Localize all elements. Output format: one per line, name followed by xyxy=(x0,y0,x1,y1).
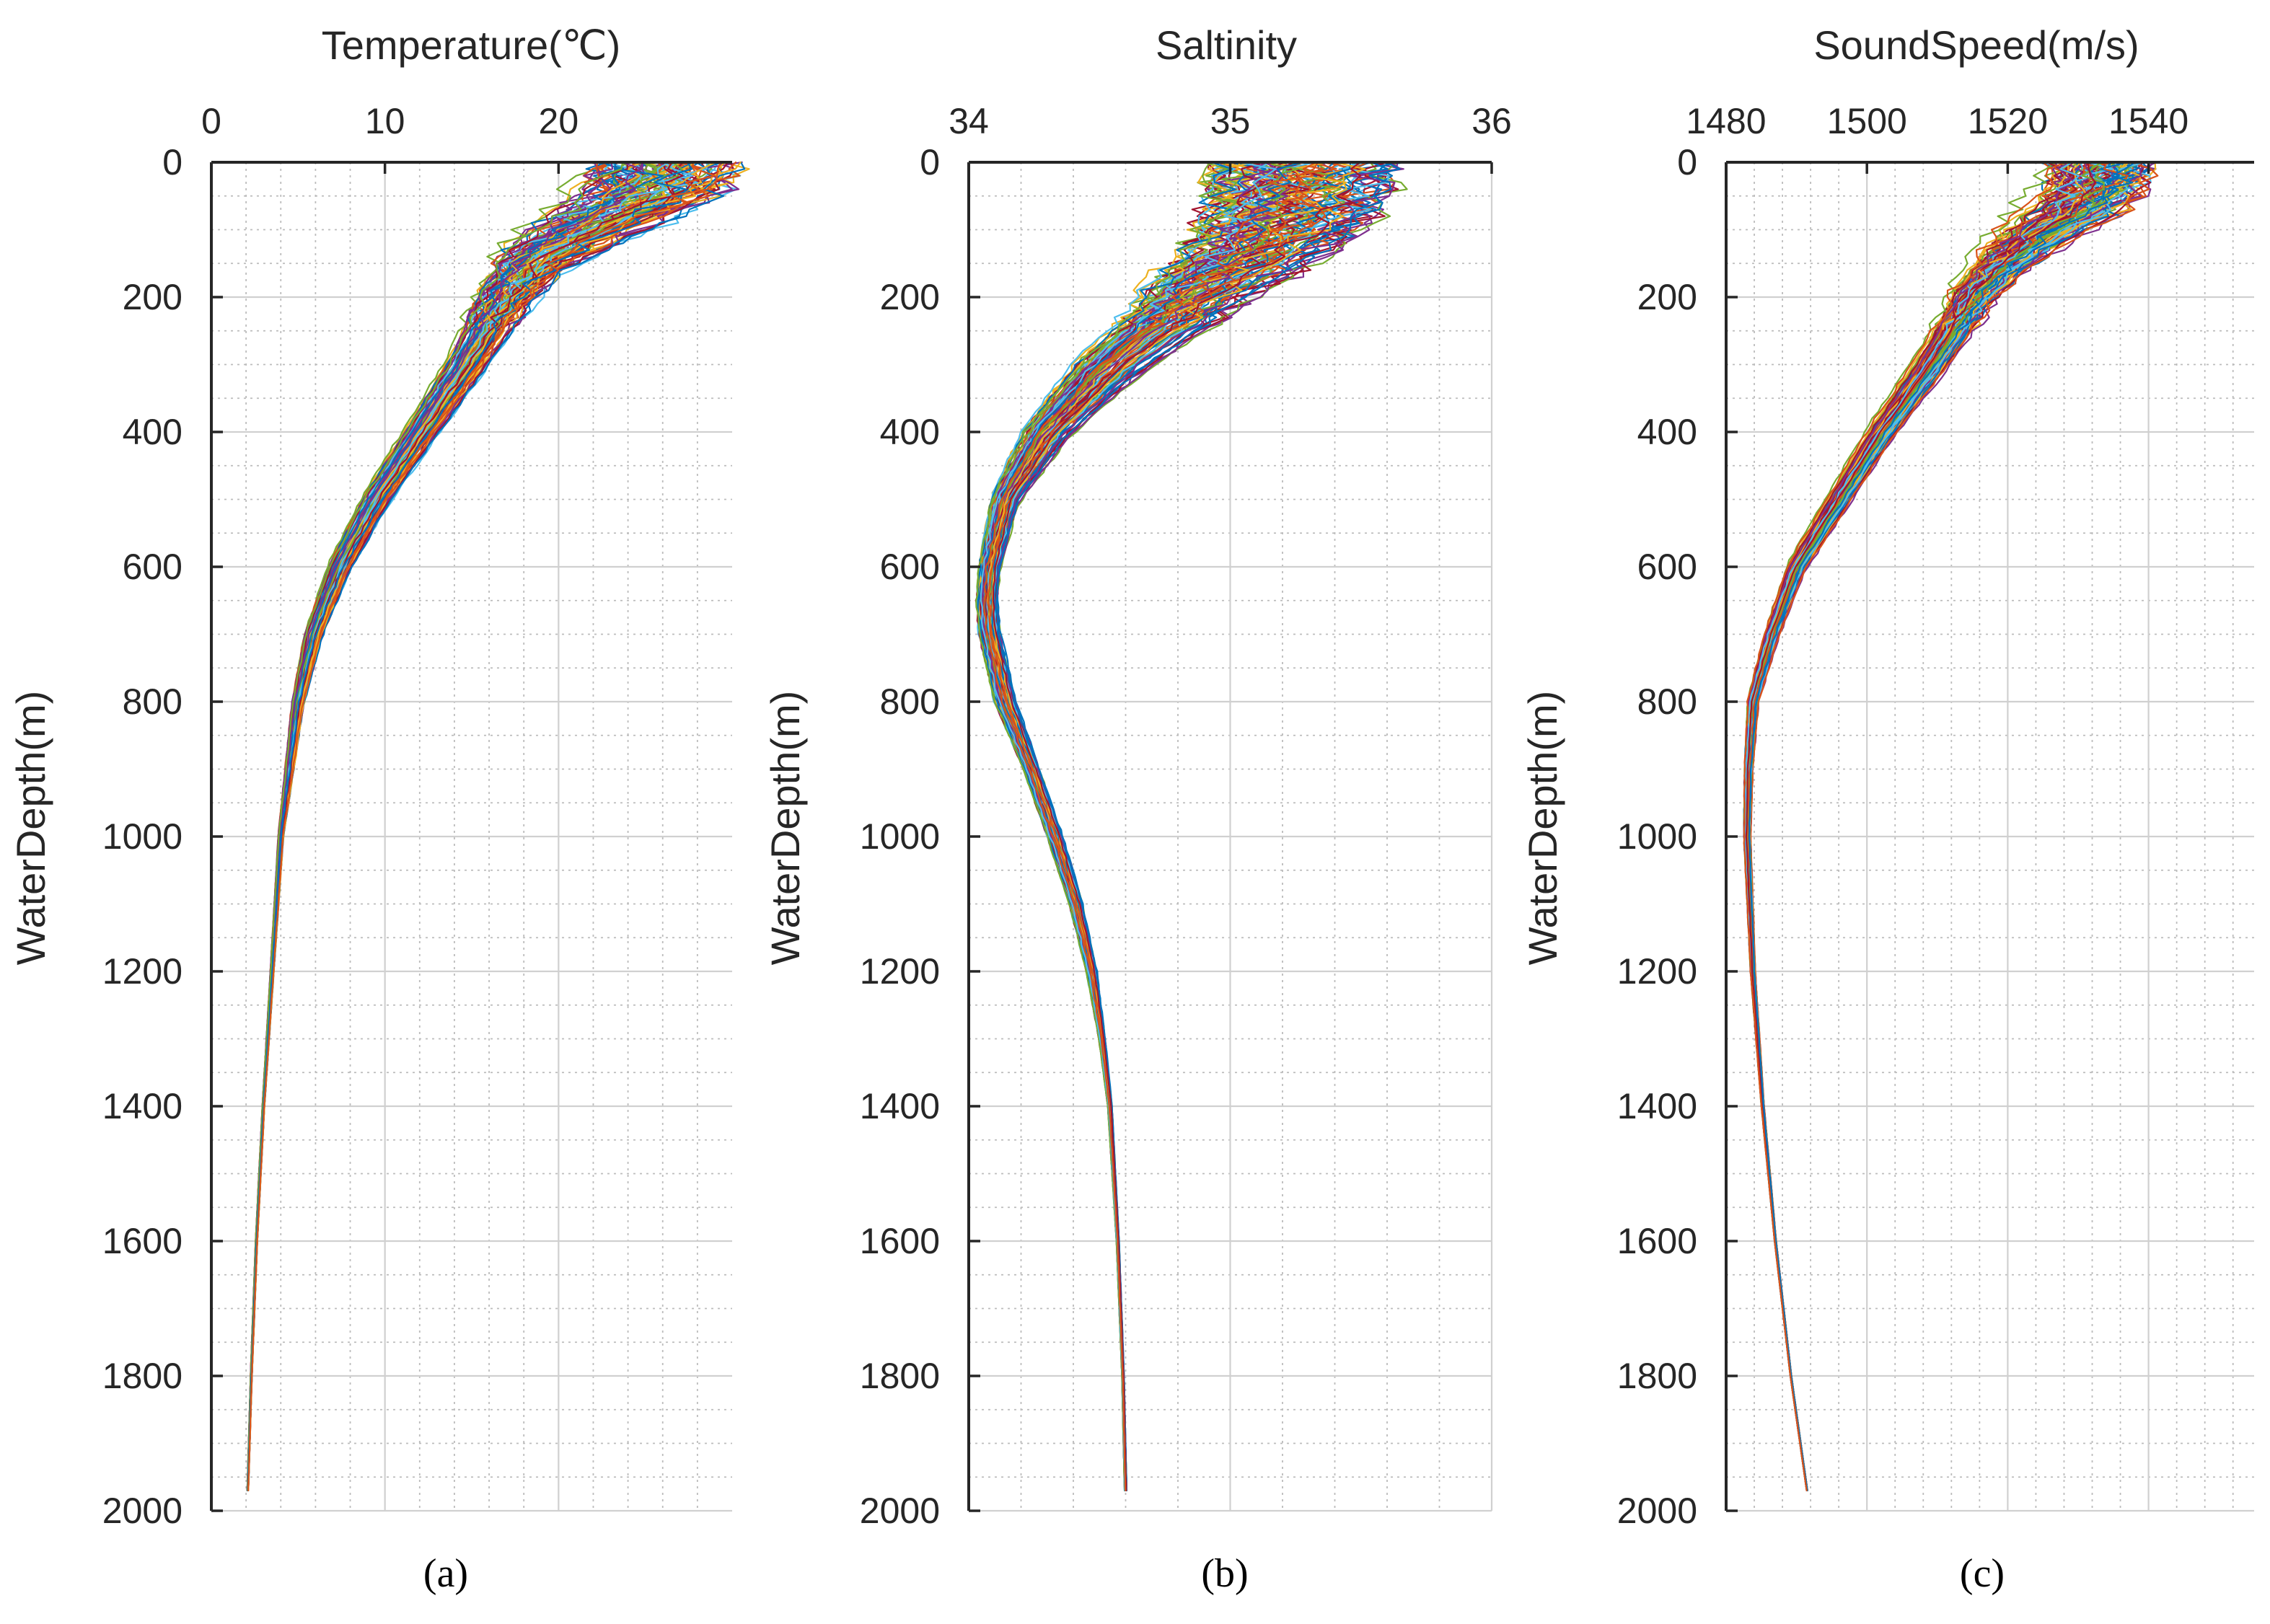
salinity-axes: 34 35 36 0 200 400 600 800 1000 1200 1400 1600 1800 2… xyxy=(860,101,1512,1531)
temperature-ylabel: WaterDepth(m) xyxy=(8,691,53,966)
temperature-axis-title: Temperature(℃) xyxy=(322,22,621,68)
temperature-profiles xyxy=(246,161,750,1491)
soundspeed-ylabel: WaterDepth(m) xyxy=(1520,691,1565,966)
temperature-y-tick-label: 2000 xyxy=(102,1491,182,1531)
caption-a: (a) xyxy=(423,1551,468,1596)
soundspeed-y-tick-label: 800 xyxy=(1637,681,1697,722)
soundspeed-axes: 1480 1500 1520 1540 0 200 400 600 800 1000 1200 140… xyxy=(1617,101,2254,1531)
soundspeed-profile-line xyxy=(1748,161,2136,1491)
salinity-y-tick-label: 600 xyxy=(880,547,940,587)
temperature-x-tick-label: 20 xyxy=(539,101,579,141)
soundspeed-y-tick-label: 1800 xyxy=(1617,1356,1697,1396)
soundspeed-x-tick-label: 1500 xyxy=(1827,101,1907,141)
soundspeed-profiles xyxy=(1743,161,2159,1491)
soundspeed-y-tick-label: 400 xyxy=(1637,412,1697,452)
temperature-y-tick-label: 600 xyxy=(123,547,182,587)
soundspeed-y-tick-label: 1400 xyxy=(1617,1086,1697,1126)
salinity-x-tick-label: 34 xyxy=(949,101,989,141)
soundspeed-y-tick-label: 1600 xyxy=(1617,1221,1697,1261)
soundspeed-y-tick-label: 200 xyxy=(1637,277,1697,317)
salinity-y-tick-label: 1800 xyxy=(860,1356,940,1396)
soundspeed-y-tick-label: 0 xyxy=(1677,142,1697,182)
salinity-y-tick-label: 800 xyxy=(880,681,940,722)
panel-salinity: 34 35 36 0 200 400 600 800 1000 1200 1400 1600 1800 2… xyxy=(762,22,1512,1596)
soundspeed-x-tick-label: 1520 xyxy=(1968,101,2048,141)
soundspeed-y-tick-label: 1000 xyxy=(1617,816,1697,857)
salinity-x-tick-label: 35 xyxy=(1210,101,1251,141)
temperature-axes: 0 10 2002004006008001000120014001600180020… xyxy=(102,101,732,1531)
soundspeed-y-tick-label: 1200 xyxy=(1617,951,1697,992)
caption-c: (c) xyxy=(1960,1551,2005,1596)
salinity-x-tick-label: 36 xyxy=(1471,101,1512,141)
temperature-x-tick-label: 0 xyxy=(201,101,221,141)
salinity-profile-line xyxy=(992,161,1362,1491)
temperature-y-tick-label: 1000 xyxy=(102,816,182,857)
caption-b: (b) xyxy=(1201,1551,1248,1596)
soundspeed-x-tick-label: 1480 xyxy=(1686,101,1766,141)
temperature-y-tick-label: 0 xyxy=(162,142,182,182)
panel-temperature: 0 10 2002004006008001000120014001600180020… xyxy=(8,22,750,1596)
salinity-grid xyxy=(967,161,1493,1512)
temperature-y-tick-label: 1800 xyxy=(102,1356,182,1396)
temperature-y-tick-label: 1200 xyxy=(102,951,182,992)
temperature-y-tick-label: 800 xyxy=(123,681,182,722)
salinity-y-tick-label: 0 xyxy=(920,142,940,182)
temperature-y-tick-label: 400 xyxy=(123,412,182,452)
salinity-y-tick-label: 1400 xyxy=(860,1086,940,1126)
soundspeed-profile-line xyxy=(1743,161,2067,1491)
panel-soundspeed: 1480 1500 1520 1540 0 200 400 600 800 1000 1200 140… xyxy=(1520,22,2254,1596)
salinity-ylabel: WaterDepth(m) xyxy=(762,691,808,966)
soundspeed-y-tick-label: 2000 xyxy=(1617,1491,1697,1531)
salinity-profile-line xyxy=(982,161,1317,1491)
temperature-y-tick-label: 200 xyxy=(123,277,182,317)
temperature-profile-line xyxy=(247,161,721,1491)
temperature-x-tick-label: 10 xyxy=(365,101,405,141)
salinity-y-tick-label: 1600 xyxy=(860,1221,940,1261)
temperature-y-tick-label: 1400 xyxy=(102,1086,182,1126)
salinity-profiles xyxy=(975,161,1408,1491)
salinity-y-tick-label: 400 xyxy=(880,412,940,452)
soundspeed-y-tick-label: 600 xyxy=(1637,547,1697,587)
salinity-y-tick-label: 1000 xyxy=(860,816,940,857)
salinity-axis-title: Saltinity xyxy=(1156,22,1297,68)
salinity-y-tick-label: 200 xyxy=(880,277,940,317)
soundspeed-axis-title: SoundSpeed(m/s) xyxy=(1813,22,2139,68)
salinity-y-tick-label: 2000 xyxy=(860,1491,940,1531)
temperature-y-tick-label: 1600 xyxy=(102,1221,182,1261)
soundspeed-x-tick-label: 1540 xyxy=(2108,101,2188,141)
salinity-y-tick-label: 1200 xyxy=(860,951,940,992)
